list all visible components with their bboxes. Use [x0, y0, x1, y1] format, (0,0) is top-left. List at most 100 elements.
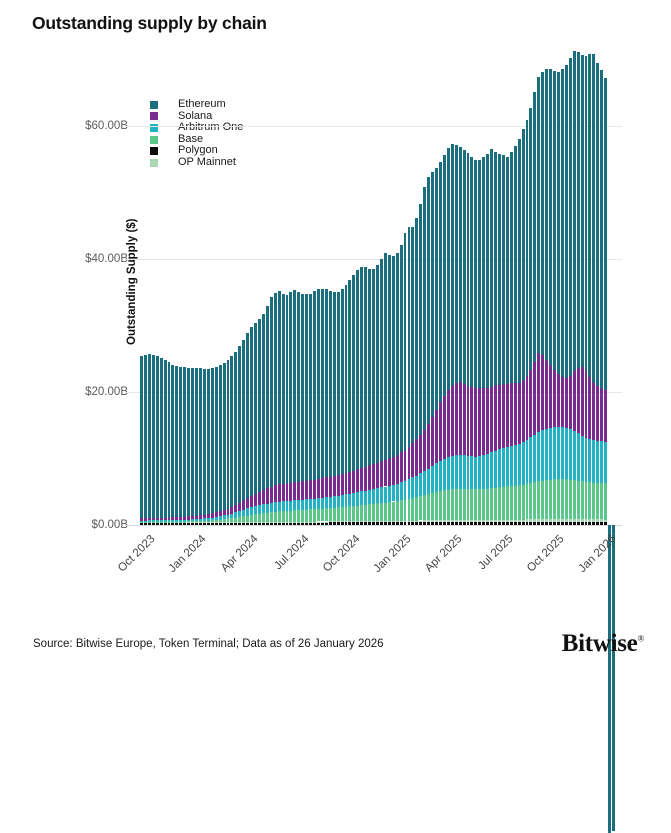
- bar-column[interactable]: [356, 270, 360, 525]
- bar-column[interactable]: [348, 280, 352, 525]
- bar-column[interactable]: [269, 297, 273, 525]
- bar-column[interactable]: [553, 71, 556, 525]
- bar-column[interactable]: [179, 366, 183, 525]
- bar-column[interactable]: [277, 291, 281, 525]
- bar-column[interactable]: [344, 284, 348, 525]
- bar-column[interactable]: [285, 294, 289, 525]
- bar-column[interactable]: [328, 290, 332, 525]
- bar-column[interactable]: [191, 367, 195, 525]
- bar-column[interactable]: [580, 55, 584, 525]
- bar-column[interactable]: [541, 71, 545, 525]
- bar-column[interactable]: [446, 147, 450, 525]
- bar-column[interactable]: [560, 69, 564, 525]
- bar-column[interactable]: [254, 322, 257, 525]
- bar-column[interactable]: [167, 362, 171, 525]
- bar-column[interactable]: [509, 152, 513, 525]
- bar-column[interactable]: [501, 155, 505, 525]
- bar-column[interactable]: [383, 253, 387, 525]
- bar-column[interactable]: [151, 355, 155, 525]
- bar-column[interactable]: [470, 157, 474, 525]
- bar-column[interactable]: [604, 77, 608, 525]
- bar-column[interactable]: [273, 293, 277, 525]
- bar-column[interactable]: [415, 218, 419, 525]
- bar-column[interactable]: [462, 149, 466, 525]
- bar-column[interactable]: [250, 327, 254, 525]
- bar-column[interactable]: [407, 227, 411, 525]
- bar-column[interactable]: [317, 288, 320, 525]
- bar-column[interactable]: [258, 318, 261, 525]
- bar-column[interactable]: [143, 354, 147, 525]
- legend-item-polygon[interactable]: Polygon: [150, 145, 243, 157]
- legend-item-ethereum[interactable]: Ethereum: [150, 98, 243, 111]
- bar-column[interactable]: [505, 156, 509, 525]
- bar-column[interactable]: [450, 144, 454, 525]
- bar-column[interactable]: [163, 360, 167, 525]
- bar-column[interactable]: [478, 159, 482, 525]
- bar-column[interactable]: [423, 187, 427, 525]
- bar-column[interactable]: [435, 167, 438, 525]
- bar-column[interactable]: [537, 77, 541, 525]
- bar-column[interactable]: [529, 107, 533, 525]
- bar-column[interactable]: [403, 233, 407, 525]
- bar-column[interactable]: [438, 162, 442, 525]
- bar-column[interactable]: [175, 365, 179, 525]
- bar-column[interactable]: [411, 227, 415, 525]
- legend-item-solana[interactable]: Solana: [150, 110, 243, 123]
- bar-column[interactable]: [568, 58, 572, 525]
- bar-column[interactable]: [592, 54, 596, 525]
- bar-column[interactable]: [281, 293, 285, 525]
- bar-column[interactable]: [261, 314, 265, 525]
- bar-column[interactable]: [431, 171, 435, 525]
- bar-column[interactable]: [199, 368, 202, 525]
- bar-column[interactable]: [387, 255, 391, 525]
- bar-column[interactable]: [442, 155, 446, 525]
- bar-column[interactable]: [588, 53, 592, 525]
- bar-column[interactable]: [340, 289, 344, 525]
- bar-column[interactable]: [379, 259, 383, 525]
- bar-column[interactable]: [549, 68, 553, 525]
- bar-column[interactable]: [497, 154, 501, 525]
- bar-column[interactable]: [246, 333, 250, 525]
- bar-column[interactable]: [368, 268, 372, 525]
- bar-column[interactable]: [305, 294, 309, 525]
- bar-column[interactable]: [454, 145, 458, 525]
- bar-column[interactable]: [364, 267, 368, 525]
- bar-column[interactable]: [147, 353, 151, 525]
- bar-column[interactable]: [372, 268, 376, 525]
- bar-column[interactable]: [533, 92, 537, 525]
- bar-column[interactable]: [222, 362, 226, 525]
- bar-column[interactable]: [572, 50, 576, 525]
- legend-item-base[interactable]: Base: [150, 133, 243, 146]
- bar-column[interactable]: [332, 291, 336, 525]
- bar-column[interactable]: [289, 292, 293, 525]
- bar-column[interactable]: [517, 139, 521, 525]
- bar-column[interactable]: [206, 368, 210, 525]
- bar-column[interactable]: [458, 146, 462, 525]
- bar-column[interactable]: [187, 367, 191, 525]
- bar-column[interactable]: [376, 264, 379, 525]
- bar-column[interactable]: [183, 367, 187, 525]
- bar-column[interactable]: [155, 356, 159, 525]
- bar-column[interactable]: [336, 292, 340, 525]
- bar-column[interactable]: [596, 63, 600, 525]
- bar-column[interactable]: [395, 252, 399, 525]
- bar-column[interactable]: [320, 288, 324, 525]
- bar-column[interactable]: [490, 148, 494, 525]
- bar-column[interactable]: [140, 356, 143, 525]
- bar-column[interactable]: [242, 339, 246, 525]
- bar-column[interactable]: [195, 368, 198, 525]
- bar-column[interactable]: [324, 289, 328, 525]
- bar-column[interactable]: [230, 356, 234, 525]
- bar-column[interactable]: [301, 294, 305, 525]
- legend-item-op-mainnet[interactable]: OP Mainnet: [150, 156, 243, 169]
- bar-column[interactable]: [297, 291, 301, 525]
- bar-column[interactable]: [525, 119, 529, 525]
- bar-column[interactable]: [293, 290, 297, 525]
- bar-column[interactable]: [545, 68, 549, 525]
- bar-column[interactable]: [427, 176, 431, 525]
- bar-column[interactable]: [576, 52, 580, 525]
- bar-column[interactable]: [171, 364, 175, 525]
- bar-column[interactable]: [265, 306, 269, 525]
- bar-column[interactable]: [391, 255, 395, 525]
- bar-column[interactable]: [226, 359, 230, 525]
